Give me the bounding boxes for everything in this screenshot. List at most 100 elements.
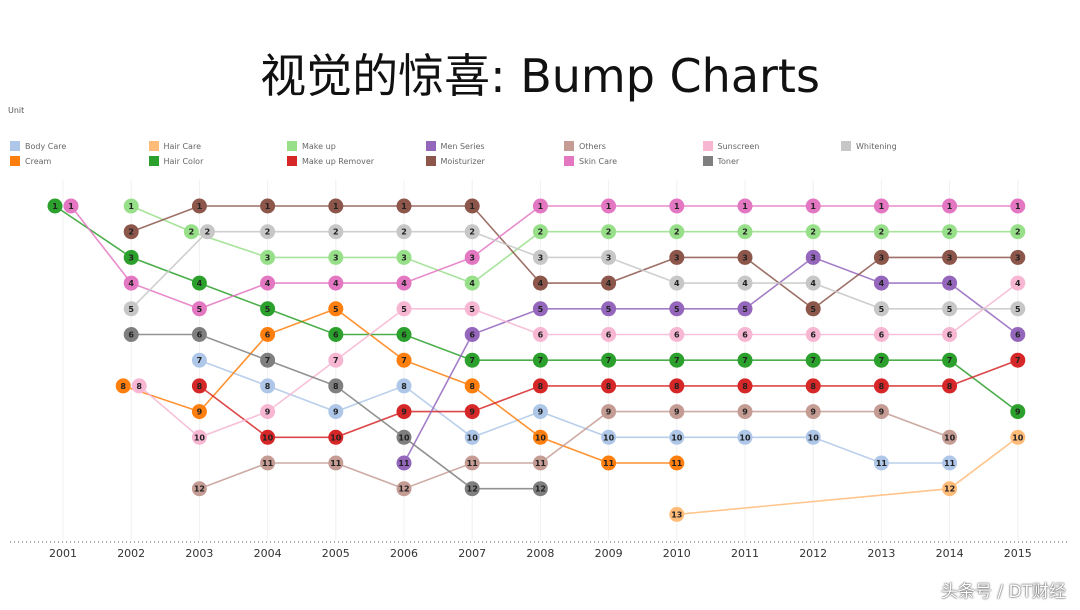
data-point[interactable]: 10 [191, 429, 207, 445]
data-point[interactable]: 6 [396, 327, 412, 342]
data-point[interactable]: 7 [601, 352, 617, 368]
data-point[interactable]: 8 [532, 378, 548, 394]
data-point[interactable]: 8 [115, 378, 131, 394]
data-point[interactable]: 2 [669, 224, 685, 240]
data-point[interactable]: 8 [942, 378, 958, 394]
data-point[interactable]: 4 [1010, 275, 1026, 291]
data-point[interactable]: 5 [396, 301, 412, 317]
data-point[interactable]: 4 [873, 275, 889, 291]
data-point[interactable]: 5 [532, 301, 548, 317]
data-point[interactable]: 9 [1010, 404, 1026, 420]
legend-item[interactable]: Moisturizer [425, 156, 485, 166]
data-point[interactable]: 5 [464, 301, 480, 317]
data-point[interactable]: 2 [464, 224, 480, 240]
data-point[interactable]: 12 [942, 481, 958, 497]
data-point[interactable]: 2 [805, 224, 821, 240]
data-point[interactable]: 1 [328, 198, 344, 214]
data-point[interactable]: 6 [191, 327, 207, 342]
data-point[interactable]: 9 [464, 404, 480, 420]
data-point[interactable]: 6 [805, 327, 821, 342]
data-point[interactable]: 10 [328, 429, 344, 445]
data-point[interactable]: 8 [191, 378, 207, 394]
data-point[interactable]: 9 [873, 404, 889, 420]
data-point[interactable]: 8 [260, 378, 276, 394]
data-point[interactable]: 2 [123, 224, 139, 240]
data-point[interactable]: 1 [1010, 198, 1026, 214]
data-point[interactable]: 3 [328, 249, 344, 265]
data-point[interactable]: 10 [464, 429, 480, 445]
data-point[interactable]: 1 [464, 198, 480, 214]
data-point[interactable]: 3 [532, 249, 548, 265]
data-point[interactable]: 7 [1010, 352, 1026, 368]
data-point[interactable]: 6 [123, 327, 139, 342]
data-point[interactable]: 8 [669, 378, 685, 394]
data-point[interactable]: 11 [260, 455, 276, 471]
legend-item[interactable]: Cream [10, 156, 51, 166]
data-point[interactable]: 6 [328, 327, 344, 342]
data-point[interactable]: 7 [737, 352, 753, 368]
data-point[interactable]: 4 [328, 275, 344, 291]
data-point[interactable]: 5 [1010, 301, 1026, 317]
legend-item[interactable]: Toner [702, 156, 739, 166]
data-point[interactable]: 1 [669, 198, 685, 214]
data-point[interactable]: 3 [805, 249, 821, 265]
data-point[interactable]: 2 [942, 224, 958, 240]
data-point[interactable]: 5 [942, 301, 958, 317]
data-point[interactable]: 1 [532, 198, 548, 214]
data-point[interactable]: 2 [873, 224, 889, 240]
data-point[interactable]: 8 [328, 378, 344, 394]
data-point[interactable]: 8 [873, 378, 889, 394]
data-point[interactable]: 4 [464, 275, 480, 291]
data-point[interactable]: 10 [1010, 429, 1026, 445]
data-point[interactable]: 11 [942, 455, 958, 471]
data-point[interactable]: 10 [532, 429, 548, 445]
data-point[interactable]: 6 [260, 327, 276, 342]
data-point[interactable]: 1 [942, 198, 958, 214]
data-point[interactable]: 5 [260, 301, 276, 317]
data-point[interactable]: 9 [532, 404, 548, 420]
data-point[interactable]: 11 [601, 455, 617, 471]
data-point[interactable]: 2 [1010, 224, 1026, 240]
data-point[interactable]: 5 [601, 301, 617, 317]
data-point[interactable]: 4 [942, 275, 958, 291]
data-point[interactable]: 9 [601, 404, 617, 420]
data-point[interactable]: 1 [396, 198, 412, 214]
data-point[interactable]: 11 [464, 455, 480, 471]
data-point[interactable]: 11 [532, 455, 548, 471]
data-point[interactable]: 5 [805, 301, 821, 317]
legend-item[interactable]: Hair Color [148, 156, 203, 166]
legend-item[interactable]: Sunscreen [702, 141, 759, 151]
data-point[interactable]: 7 [873, 352, 889, 368]
data-point[interactable]: 9 [737, 404, 753, 420]
data-point[interactable]: 12 [396, 481, 412, 497]
data-point[interactable]: 3 [1010, 249, 1026, 265]
data-point[interactable]: 10 [260, 429, 276, 445]
data-point[interactable]: 9 [328, 404, 344, 420]
data-point[interactable]: 6 [532, 327, 548, 342]
data-point[interactable]: 8 [131, 378, 147, 394]
legend-item[interactable]: Hair Care [148, 141, 201, 151]
data-point[interactable]: 2 [328, 224, 344, 240]
data-point[interactable]: 6 [737, 327, 753, 342]
data-point[interactable]: 3 [669, 249, 685, 265]
data-point[interactable]: 7 [260, 352, 276, 368]
data-point[interactable]: 9 [260, 404, 276, 420]
data-point[interactable]: 12 [191, 481, 207, 497]
data-point[interactable]: 1 [737, 198, 753, 214]
legend-item[interactable]: Others [564, 141, 606, 151]
data-point[interactable]: 1 [805, 198, 821, 214]
data-point[interactable]: 9 [669, 404, 685, 420]
data-point[interactable]: 10 [601, 429, 617, 445]
data-point[interactable]: 4 [396, 275, 412, 291]
data-point[interactable]: 11 [328, 455, 344, 471]
data-point[interactable]: 12 [464, 481, 480, 497]
data-point[interactable]: 7 [191, 352, 207, 368]
legend-item[interactable]: Skin Care [564, 156, 617, 166]
data-point[interactable]: 3 [737, 249, 753, 265]
data-point[interactable]: 4 [669, 275, 685, 291]
data-point[interactable]: 10 [805, 429, 821, 445]
data-point[interactable]: 3 [601, 249, 617, 265]
data-point[interactable]: 10 [669, 429, 685, 445]
data-point[interactable]: 5 [737, 301, 753, 317]
data-point[interactable]: 10 [737, 429, 753, 445]
